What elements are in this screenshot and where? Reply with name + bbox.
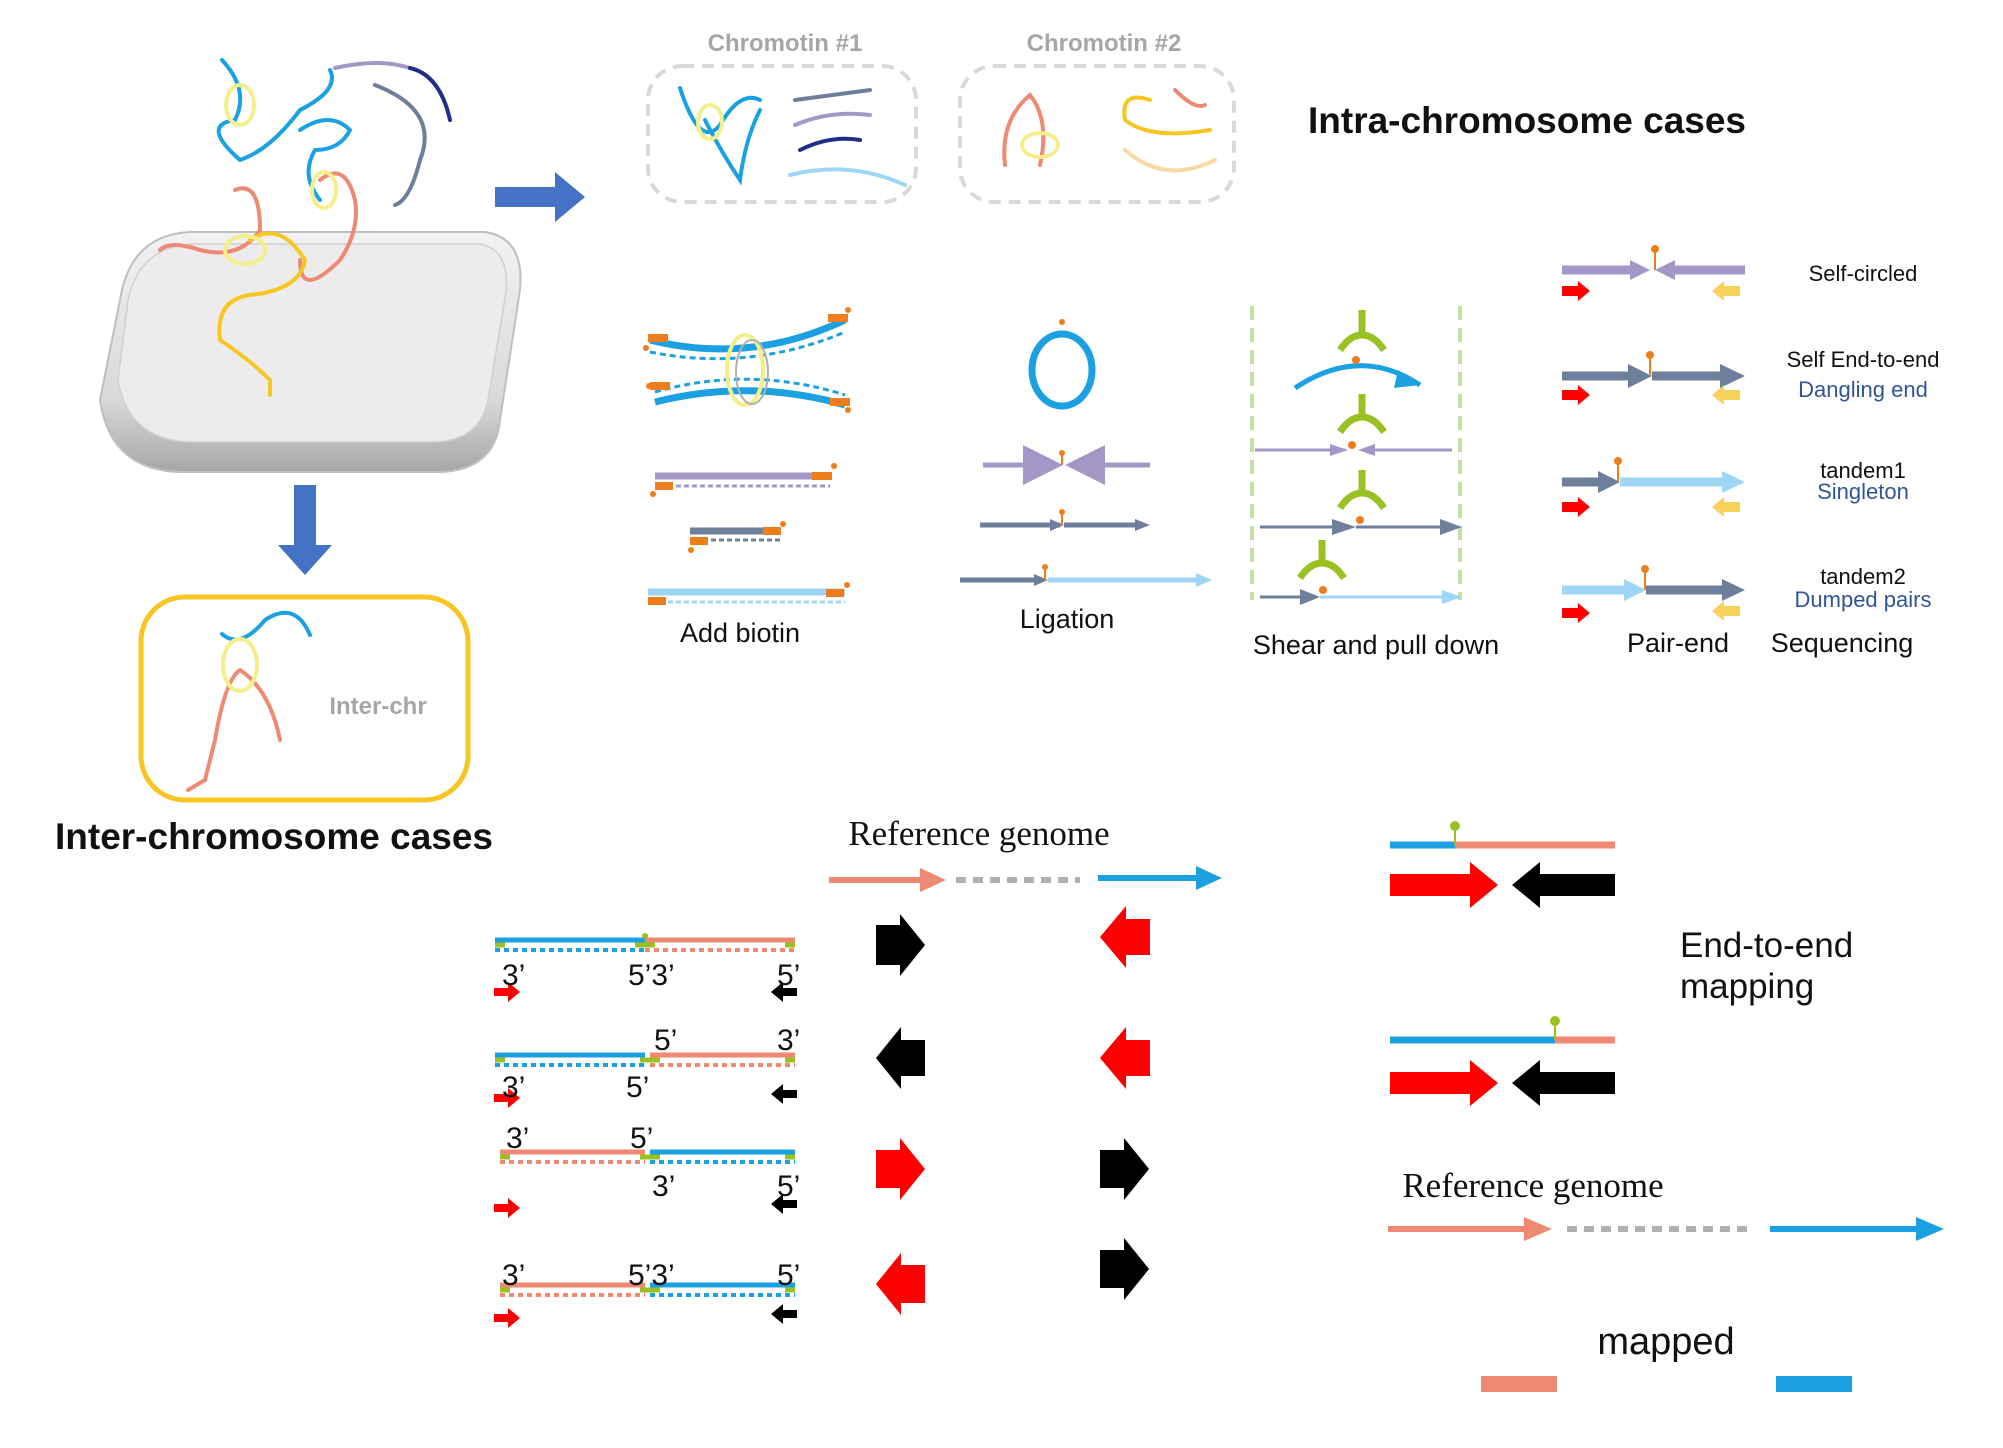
row1-53prime-mid: 5’3’ <box>628 959 675 992</box>
chromatin-1-label: Chromotin #1 <box>708 30 863 57</box>
self-end-label: Self End-to-end <box>1787 347 1940 372</box>
row3-left-arrow <box>876 1138 925 1200</box>
row2-3prime-top: 3’ <box>777 1024 800 1057</box>
chromatin-1-strands <box>678 86 907 187</box>
mapped-blue-bar <box>1776 1376 1852 1392</box>
row2-right-arrow <box>1100 1027 1150 1089</box>
intra-title: Intra-chromosome cases <box>1308 100 1746 141</box>
row3-5prime-right: 5’ <box>777 1170 800 1203</box>
row3-3prime-left: 3’ <box>506 1122 529 1155</box>
tandem1-label: tandem1 <box>1820 458 1906 483</box>
inter-chr-strands <box>186 610 312 792</box>
ligation-label: Ligation <box>1020 604 1115 634</box>
ligation-illustration <box>960 319 1212 587</box>
reference-genome-top: Reference genome <box>848 814 1109 853</box>
end-to-end-label-2: mapping <box>1680 967 1814 1006</box>
reference-genome-bottom: Reference genome <box>1402 1166 1663 1205</box>
chromatin-1-box <box>646 64 918 204</box>
orientation-arrows <box>876 906 1150 1315</box>
dish-top <box>117 243 508 443</box>
inter-title: Inter-chromosome cases <box>55 816 493 857</box>
self-circled-label: Self-circled <box>1809 261 1918 286</box>
row1-left-arrow <box>876 914 925 976</box>
reference-genome-top-arrows <box>829 866 1222 892</box>
reference-genome-bottom-arrows <box>1388 1217 1944 1241</box>
pair-end-label: Pair-end <box>1627 628 1729 658</box>
row2-5prime-mid: 5’ <box>626 1071 649 1104</box>
mapped-label: mapped <box>1597 1321 1734 1363</box>
row1-right-arrow <box>1100 906 1150 968</box>
chromatin-2-strands <box>1002 88 1217 173</box>
chromatin-2-label: Chromotin #2 <box>1027 30 1182 57</box>
shear-label: Shear and pull down <box>1253 630 1499 660</box>
read-pair-categories <box>1562 245 1745 623</box>
row3-5prime-mid: 5’ <box>630 1122 653 1155</box>
row2-left-arrow <box>876 1027 925 1089</box>
row1-3prime-left: 3’ <box>502 959 525 992</box>
tandem2-label: tandem2 <box>1820 564 1906 589</box>
add-biotin-illustration <box>643 307 851 605</box>
row2-3prime-left: 3’ <box>502 1071 525 1104</box>
inter-chr-label: Inter-chr <box>329 693 426 720</box>
fragment-orientations <box>494 933 797 1328</box>
add-biotin-label: Add biotin <box>680 618 800 648</box>
row4-5prime-right: 5’ <box>777 1259 800 1292</box>
end-to-end-mapping-illustration <box>1390 821 1615 1106</box>
sequencing-label: Sequencing <box>1771 628 1914 658</box>
mapped-salmon-bar <box>1481 1376 1557 1392</box>
row4-53prime-mid: 5’3’ <box>628 1259 675 1292</box>
chromatin-2-box <box>958 64 1236 204</box>
shear-pulldown-illustration <box>1250 306 1462 605</box>
arrow-right-big <box>495 172 585 222</box>
arrow-down-big <box>278 485 332 575</box>
dangling-end-label: Dangling end <box>1798 377 1928 402</box>
row4-3prime-left: 3’ <box>502 1259 525 1292</box>
end-to-end-label-1: End-to-end <box>1680 926 1853 965</box>
row1-5prime-right: 5’ <box>777 959 800 992</box>
row2-5prime-top: 5’ <box>654 1024 677 1057</box>
singleton-label: Singleton <box>1817 479 1909 504</box>
chromatin-dish-illustration <box>98 58 522 473</box>
row4-left-arrow <box>876 1253 925 1315</box>
row3-3prime-bottom: 3’ <box>652 1170 675 1203</box>
inter-chr-box <box>138 594 471 803</box>
dumped-pairs-label: Dumped pairs <box>1795 587 1932 612</box>
row3-right-arrow <box>1100 1138 1149 1200</box>
row4-right-arrow <box>1100 1238 1149 1300</box>
